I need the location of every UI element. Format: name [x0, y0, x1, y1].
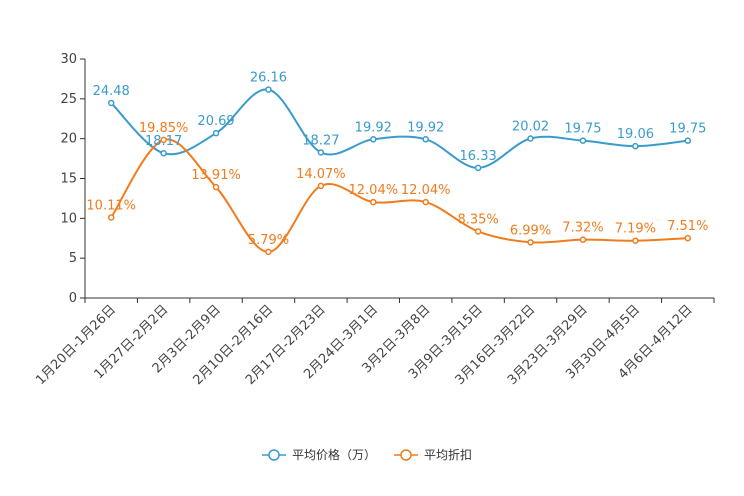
- legend-item-2[interactable]: 平均折扣: [394, 447, 472, 462]
- data-label: 16.33: [460, 149, 497, 164]
- data-label: 12.04%: [349, 183, 399, 198]
- data-point[interactable]: [370, 198, 377, 206]
- data-point[interactable]: [684, 234, 692, 242]
- data-label: 14.07%: [296, 167, 346, 182]
- data-point[interactable]: [265, 86, 272, 93]
- data-point[interactable]: [212, 183, 220, 191]
- data-point[interactable]: [160, 136, 167, 144]
- data-label: 7.19%: [615, 222, 656, 237]
- data-label: 13.91%: [191, 168, 241, 183]
- legend-label: 平均折扣: [424, 447, 472, 462]
- data-point[interactable]: [317, 149, 325, 156]
- y-tick-label: 25: [60, 92, 77, 107]
- data-label: 26.16: [250, 71, 287, 86]
- data-point[interactable]: [265, 248, 272, 256]
- data-label: 12.04%: [401, 183, 451, 198]
- data-point[interactable]: [370, 136, 377, 143]
- data-label: 10.11%: [86, 198, 136, 213]
- data-point[interactable]: [160, 149, 167, 157]
- data-point[interactable]: [684, 137, 692, 144]
- data-point[interactable]: [422, 198, 429, 206]
- legend-marker-icon: [268, 449, 280, 461]
- data-label: 7.32%: [562, 221, 603, 236]
- data-label: 19.75: [564, 122, 601, 137]
- y-tick-label: 10: [60, 211, 77, 226]
- data-labels: 24.48 18.17 20.69 26.16 18.27 19.92 19.92 16.33…: [86, 71, 708, 248]
- data-point[interactable]: [579, 137, 587, 144]
- data-point[interactable]: [474, 164, 482, 172]
- legend-item-1[interactable]: 平均价格（万）: [262, 447, 376, 462]
- series-lines: [107, 86, 692, 256]
- data-point[interactable]: [107, 214, 115, 221]
- y-tick-label: 20: [60, 132, 77, 147]
- data-label: 8.35%: [457, 212, 498, 227]
- data-label: 7.51%: [667, 219, 708, 234]
- y-tick-label: 5: [69, 251, 77, 266]
- data-point[interactable]: [579, 236, 587, 243]
- y-tick-label: 30: [60, 52, 77, 67]
- data-label: 19.92: [355, 120, 392, 135]
- data-point[interactable]: [632, 142, 639, 150]
- data-label: 20.02: [512, 120, 549, 135]
- data-label: 5.79%: [248, 233, 289, 248]
- data-point[interactable]: [107, 99, 115, 107]
- legend-label: 平均价格（万）: [292, 447, 376, 462]
- data-label: 6.99%: [510, 223, 551, 238]
- legend-marker-icon: [400, 449, 412, 461]
- data-point[interactable]: [474, 228, 482, 235]
- axes: 0510152025301月20日-1月26日1月27日-2月2日2月3日-2月…: [33, 52, 715, 388]
- data-label: 19.75: [669, 122, 706, 137]
- data-point[interactable]: [422, 136, 429, 143]
- legend[interactable]: 平均价格（万） 平均折扣: [262, 447, 472, 462]
- data-label: 24.48: [93, 84, 130, 99]
- data-label: 19.92: [407, 120, 444, 135]
- data-label: 19.85%: [139, 121, 189, 136]
- y-tick-label: 0: [69, 291, 77, 306]
- data-label: 20.69: [197, 114, 234, 129]
- data-label: 18.17: [145, 134, 182, 149]
- data-point[interactable]: [527, 135, 534, 142]
- data-point[interactable]: [632, 237, 639, 244]
- data-point[interactable]: [527, 239, 534, 246]
- data-point[interactable]: [212, 129, 220, 137]
- data-label: 19.06: [617, 127, 654, 142]
- data-label: 18.27: [302, 133, 339, 148]
- data-point[interactable]: [317, 182, 325, 190]
- y-tick-label: 15: [60, 172, 77, 187]
